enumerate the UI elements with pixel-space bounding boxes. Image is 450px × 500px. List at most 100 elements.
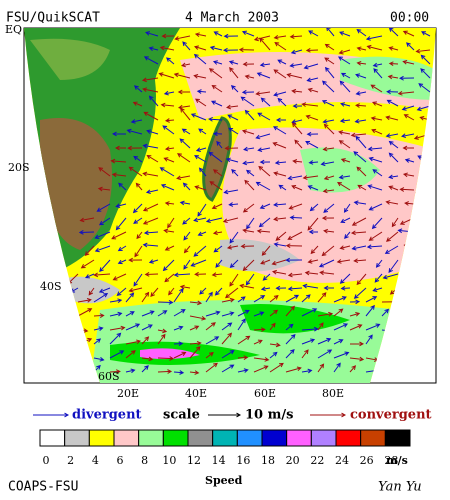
arrow xyxy=(404,158,415,163)
arrow xyxy=(260,97,271,107)
arrow xyxy=(374,273,383,283)
colorbar-cell xyxy=(138,429,164,447)
arrow xyxy=(194,271,207,277)
arrow xyxy=(287,286,303,292)
source: FSU/QuikSCAT xyxy=(6,11,100,26)
arrow xyxy=(174,35,191,41)
arrow xyxy=(340,285,351,291)
arrow xyxy=(355,73,367,79)
arrow xyxy=(237,368,249,373)
colorbar-label: 28 xyxy=(384,454,398,467)
arrow xyxy=(179,284,191,290)
arrow xyxy=(143,111,159,121)
arrow xyxy=(237,296,246,303)
arrow xyxy=(384,245,399,254)
arrow xyxy=(402,30,415,37)
arrow xyxy=(242,203,255,213)
arrow xyxy=(221,322,233,331)
arrow xyxy=(355,135,367,149)
arrow xyxy=(164,146,175,152)
arrow xyxy=(416,105,431,112)
arrow xyxy=(344,231,351,240)
arrow xyxy=(285,333,296,345)
arrow xyxy=(343,203,351,213)
arrow xyxy=(159,167,175,177)
arrow xyxy=(401,133,415,139)
arrow xyxy=(128,287,143,293)
arrow xyxy=(286,72,303,79)
arrow xyxy=(308,30,319,37)
arrow xyxy=(323,285,335,291)
arrow xyxy=(273,242,287,247)
arrow xyxy=(230,85,239,93)
arrow xyxy=(145,189,159,195)
colorbar-label: 4 xyxy=(92,454,99,467)
arrow xyxy=(336,259,351,264)
arrow xyxy=(350,230,367,236)
arrow xyxy=(301,326,319,332)
arrow xyxy=(224,145,239,151)
colorbar-label: 2 xyxy=(67,454,74,467)
legend-convergent: convergent xyxy=(350,408,432,423)
arrow xyxy=(402,172,415,178)
colorbar-cell xyxy=(360,429,386,447)
colorbar-label: 14 xyxy=(212,454,226,467)
arrow xyxy=(97,186,111,192)
arrow xyxy=(135,182,143,191)
arrow xyxy=(253,295,266,303)
arrow xyxy=(333,308,344,317)
arrow xyxy=(402,59,415,65)
legend-scale-value: 10 m/s xyxy=(245,408,293,423)
arrow xyxy=(80,259,95,269)
arrow xyxy=(292,159,303,164)
arrow xyxy=(128,166,143,177)
arrow xyxy=(211,203,223,210)
arrow xyxy=(318,259,335,268)
arrow xyxy=(242,259,255,272)
arrow xyxy=(278,184,287,191)
arrow xyxy=(253,357,270,362)
arrow xyxy=(208,116,223,122)
arrow xyxy=(244,179,255,191)
arrow xyxy=(271,259,287,266)
arrow xyxy=(333,339,344,345)
arrow xyxy=(253,35,271,42)
colorbar-label: 18 xyxy=(261,454,275,467)
colorbar-cell xyxy=(236,429,263,447)
arrow xyxy=(253,327,266,332)
arrow xyxy=(93,293,109,303)
legend: divergent scale 10 m/s convergent xyxy=(33,408,432,423)
arrow xyxy=(196,89,207,94)
arrow xyxy=(109,298,123,303)
arrow xyxy=(173,351,187,359)
arrow xyxy=(304,270,319,276)
arrow xyxy=(215,259,223,268)
arrow xyxy=(173,272,191,278)
arrow xyxy=(212,60,223,65)
arrow xyxy=(323,123,335,135)
arrow xyxy=(221,332,233,345)
arrow xyxy=(351,245,367,251)
arrow xyxy=(370,84,383,93)
arrow xyxy=(353,151,367,163)
arrow xyxy=(141,291,150,303)
arrow xyxy=(157,333,166,345)
arrow xyxy=(173,309,186,317)
arrow xyxy=(245,273,255,286)
arrow xyxy=(356,29,367,37)
arrow xyxy=(33,412,70,418)
arrow xyxy=(273,171,287,177)
arrow xyxy=(144,272,159,277)
arrow xyxy=(116,287,127,297)
arrow xyxy=(382,273,399,280)
legend-scale: scale xyxy=(163,408,200,423)
arrow xyxy=(111,231,127,240)
arrow xyxy=(253,365,269,373)
arrow xyxy=(388,185,399,191)
arrow xyxy=(388,174,399,180)
arrow xyxy=(229,273,239,287)
arrow xyxy=(179,200,191,206)
footer-right: Yan Yu xyxy=(378,480,422,495)
arrow xyxy=(243,146,255,152)
arrow xyxy=(142,143,159,149)
